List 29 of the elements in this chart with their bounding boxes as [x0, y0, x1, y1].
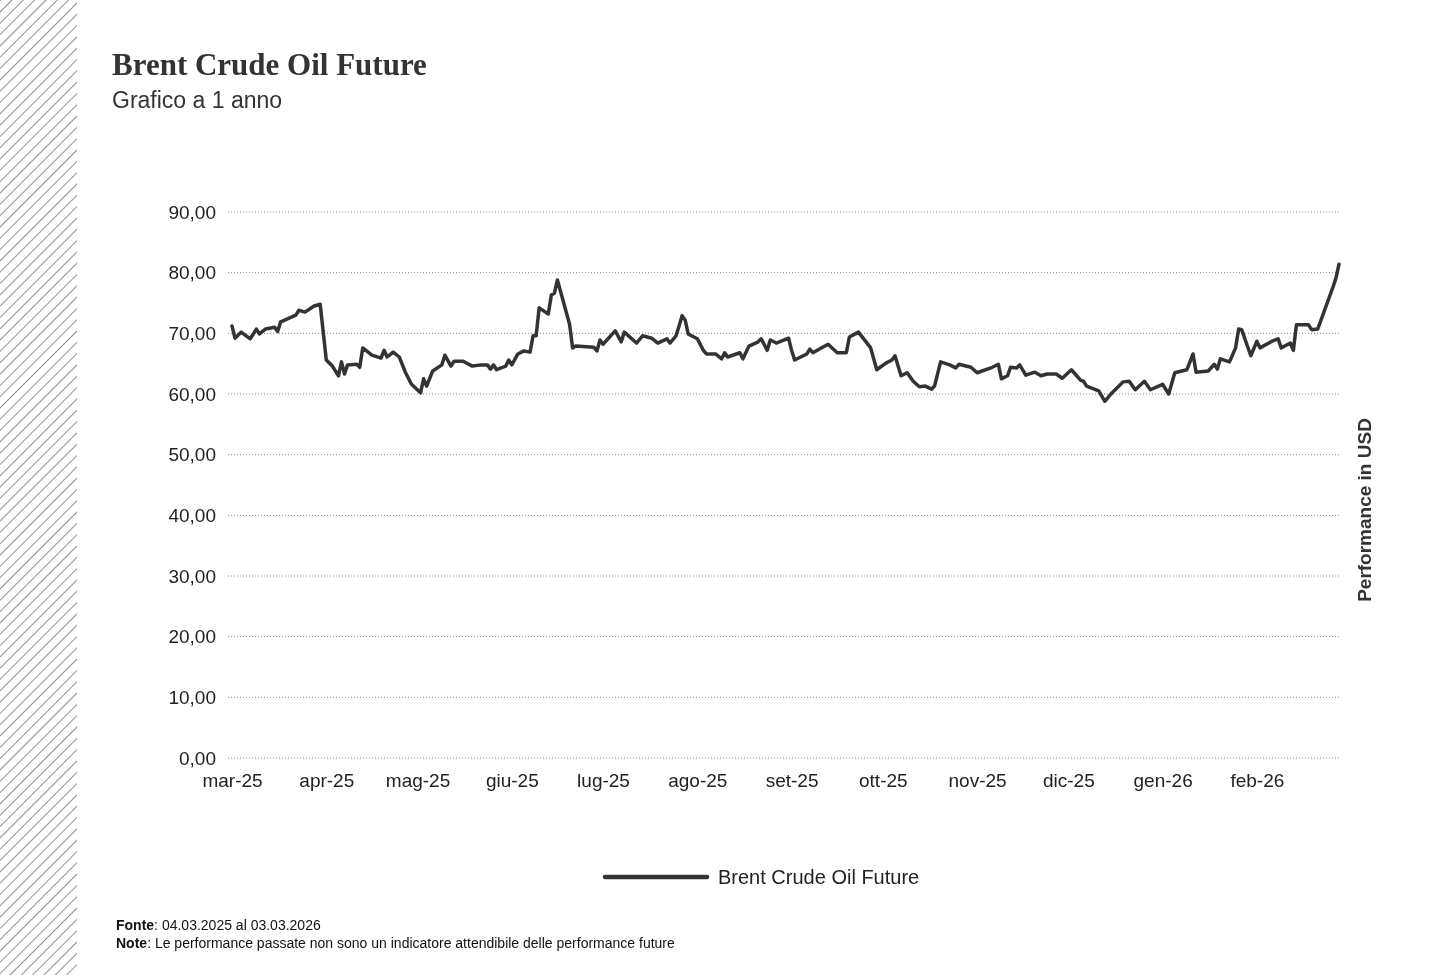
x-tick-label: ago-25 [668, 770, 728, 792]
x-tick-label: lug-25 [577, 770, 630, 792]
x-tick-label: apr-25 [299, 770, 355, 792]
chart-subtitle: Grafico a 1 anno [112, 87, 283, 113]
y-tick-label: 30,00 [168, 565, 216, 587]
x-tick-label: feb-26 [1230, 770, 1285, 792]
y-tick-label: 0,00 [179, 747, 216, 769]
y-tick-label: 60,00 [168, 383, 216, 405]
line-series [230, 262, 1341, 404]
y-axis-title: Performance in USD [1354, 418, 1375, 602]
y-tick-label: 20,00 [168, 626, 216, 648]
x-tick-label: gen-26 [1133, 770, 1193, 792]
x-tick-label: nov-25 [948, 770, 1007, 792]
x-tick-label: mar-25 [202, 770, 263, 792]
y-tick-label: 10,00 [168, 686, 216, 708]
x-tick-label: giu-25 [485, 770, 539, 792]
y-tick-label: 70,00 [168, 322, 216, 344]
source-note: Fonte: 04.03.2025 al 03.03.2026 [116, 917, 321, 933]
x-tick-label: mag-25 [385, 770, 451, 792]
text: Note: Le performance passate non sono un indicatore attendibile delle performance future [116, 935, 675, 951]
x-tick-label: dic-25 [1042, 770, 1095, 792]
chart-title: Brent Crude Oil Future [112, 47, 427, 82]
y-tick-label: 40,00 [168, 504, 216, 526]
text: Brent Crude Oil Future [718, 866, 920, 888]
y-tick-label: 90,00 [168, 201, 216, 223]
x-tick-label: ott-25 [859, 770, 908, 792]
x-tick-label: set-25 [765, 770, 819, 792]
y-tick-label: 80,00 [168, 262, 216, 284]
y-tick-label: 50,00 [168, 444, 216, 466]
